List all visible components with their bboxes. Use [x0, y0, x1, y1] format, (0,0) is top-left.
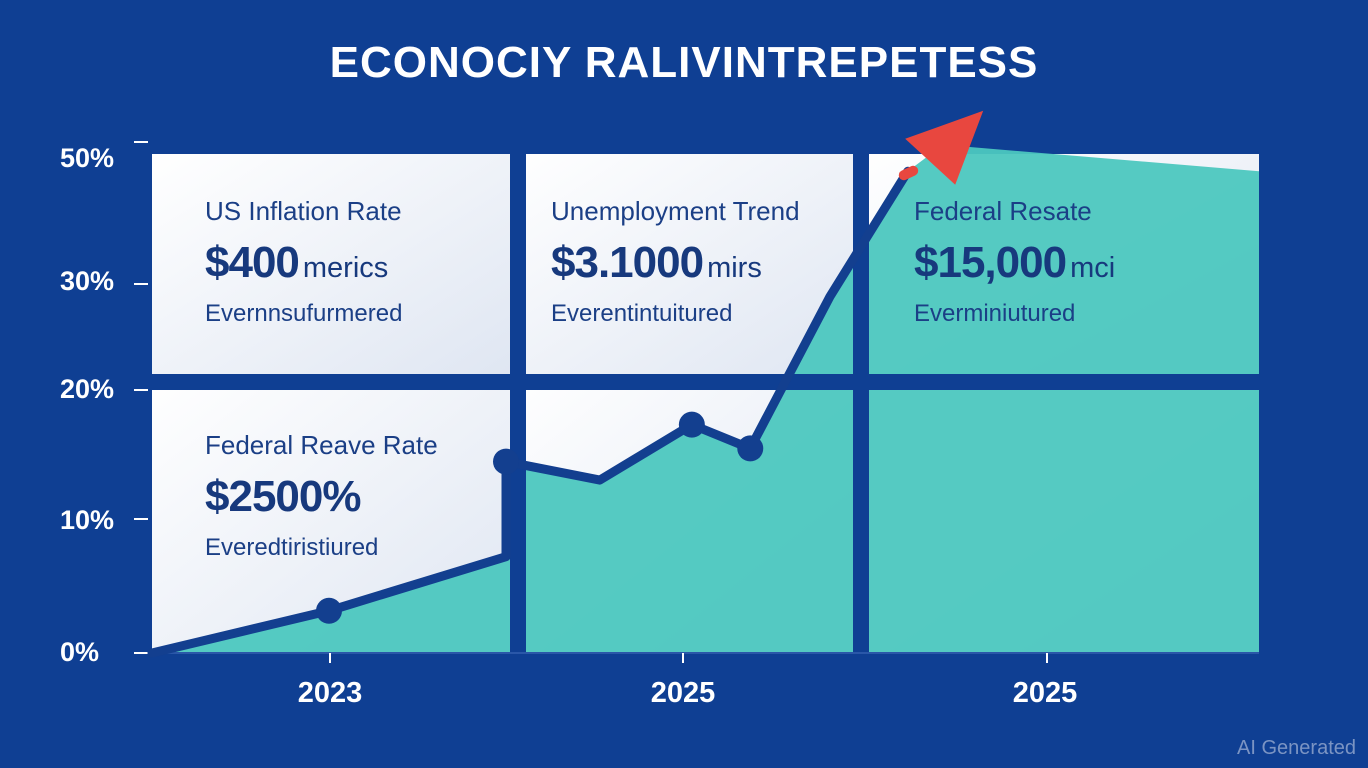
panel-background	[152, 154, 510, 376]
panel-title: US Inflation Rate	[205, 196, 402, 226]
panel-value: $2500%	[205, 472, 364, 522]
panel-title: Federal Resate	[914, 196, 1092, 226]
x-tick-label: 2025	[650, 677, 716, 709]
area-fill	[152, 144, 1259, 654]
panel-value-unit: mirs	[707, 252, 762, 284]
panel-title: Federal Reave Rate	[205, 430, 438, 460]
data-point	[493, 448, 519, 475]
y-tick-label: 50%	[60, 143, 115, 173]
trend-arrow-head	[905, 110, 984, 185]
panel-value-unit: merics	[302, 252, 389, 284]
panel-title: Unemployment Trend	[551, 196, 800, 226]
trend-arrow-shaft	[898, 165, 919, 181]
panel-value: $400 merics	[205, 238, 388, 288]
panel-subtitle: Everedtiristiured	[205, 534, 379, 561]
x-tick-label: 2023	[297, 677, 363, 709]
panel-value-number: $3.1000	[551, 238, 704, 287]
panel-subtitle: Everminiutured	[914, 300, 1076, 327]
panel-subtitle: Evernnsufurmered	[205, 300, 403, 327]
grid-divider-horizontal	[152, 374, 1259, 390]
panel-value-number: $2500%	[205, 472, 361, 521]
y-tick-label: 30%	[60, 266, 115, 296]
y-tick-label: 10%	[60, 505, 115, 535]
panel-value-unit: mci	[1070, 252, 1116, 284]
y-tick-label: 20%	[60, 374, 115, 404]
panel-background	[510, 154, 853, 376]
data-point	[678, 411, 705, 438]
series-line	[147, 166, 913, 658]
y-tick-label: 0%	[60, 637, 100, 667]
panel-value-number: $15,000	[914, 238, 1067, 287]
chart-title: ECONOCIY RALIVINTREPETESS	[329, 38, 1039, 87]
panel-subtitle: Everentintuitured	[551, 300, 733, 327]
data-point	[316, 597, 342, 624]
x-tick-label: 2025	[1012, 677, 1078, 709]
grid-divider-vertical	[853, 154, 869, 653]
panel-value-number: $400	[205, 238, 300, 287]
panel-value: $3.1000 mirs	[551, 238, 762, 288]
watermark: AI Generated	[1237, 737, 1356, 759]
panel-value: $15,000 mci	[914, 238, 1115, 288]
data-point	[737, 435, 764, 462]
grid-divider-vertical	[510, 154, 526, 653]
